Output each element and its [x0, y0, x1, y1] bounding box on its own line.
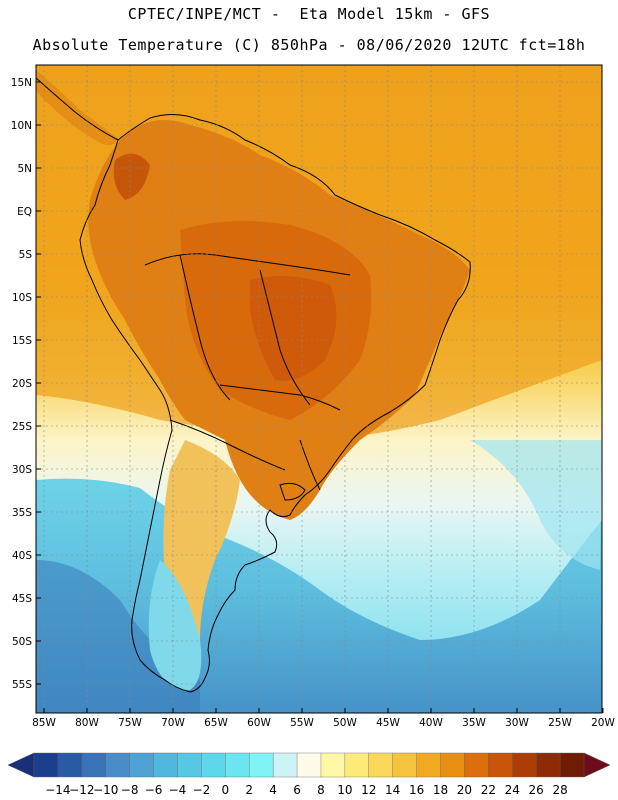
colorbar-high-arrow — [583, 752, 611, 778]
map-title: CPTEC/INPE/MCT - Eta Model 15km - GFS — [127, 5, 491, 23]
colorbar-label: 20 — [457, 783, 472, 797]
colorbar-cell — [153, 752, 178, 778]
colorbar-cell — [296, 752, 322, 778]
colorbar-cell — [249, 752, 274, 778]
colorbar-label: −4 — [169, 783, 187, 797]
colorbar-label: 6 — [293, 783, 301, 797]
colorbar-label: 24 — [505, 783, 520, 797]
colorbar-cell — [559, 752, 585, 778]
colorbar-label: 14 — [385, 783, 400, 797]
map-subtitle: Absolute Temperature (C) 850hPa - 08/06/… — [32, 36, 586, 54]
longitude-label: 45W — [376, 717, 400, 729]
colorbar-cell — [320, 752, 346, 778]
colorbar-label: −8 — [121, 783, 139, 797]
colorbar-label: 12 — [361, 783, 376, 797]
colorbar-label: 18 — [433, 783, 448, 797]
graticule — [36, 65, 602, 713]
longitude-label: 75W — [118, 717, 142, 729]
colorbar-label: 28 — [552, 783, 567, 797]
colorbar-cell — [57, 752, 83, 778]
latitude-label: 10S — [12, 292, 32, 304]
latitude-label: EQ — [17, 206, 32, 218]
latitude-label: 25S — [12, 421, 32, 433]
longitude-label: 60W — [247, 717, 271, 729]
colorbar-cell — [512, 752, 537, 778]
latitude-label: 20S — [12, 378, 32, 390]
latitude-labels: 15N 10N 5N EQ 5S 10S 15S 20S 25S 30S 35S 40S 45S 50S 5… — [11, 77, 41, 691]
longitude-label: 40W — [419, 717, 443, 729]
longitude-label: 30W — [505, 717, 529, 729]
latitude-label: 55S — [12, 679, 32, 691]
latitude-label: 35S — [12, 507, 32, 519]
latitude-label: 15S — [12, 335, 32, 347]
colorbar-label: −14 — [45, 783, 70, 797]
plot-frame — [35, 64, 603, 714]
longitude-label: 70W — [161, 717, 185, 729]
colorbar-label: −6 — [145, 783, 163, 797]
latitude-label: 15N — [11, 77, 32, 89]
colorbar-cell — [535, 752, 561, 778]
latitude-label: 5S — [19, 249, 33, 261]
coastlines — [35, 77, 471, 693]
colorbar-cell — [201, 752, 226, 778]
colorbar-cell — [344, 752, 370, 778]
latitude-label: 30S — [12, 464, 32, 476]
colorbar-cell — [416, 752, 442, 778]
colorbar-cell — [440, 752, 465, 778]
colorbar-label: 22 — [481, 783, 496, 797]
colorbar-cell — [129, 752, 155, 778]
colorbar-low-arrow — [7, 752, 35, 778]
colorbar-label: −12 — [69, 783, 94, 797]
colorbar-label: −10 — [93, 783, 118, 797]
longitude-label: 25W — [548, 717, 572, 729]
colorbar-cell — [33, 752, 59, 778]
colorbar: −14−12−10 −8 −6 −4 −2 0 2 4 6 8 10 12 14 16 18 20 22 24 26… — [7, 752, 611, 797]
colorbar-label: 10 — [337, 783, 352, 797]
temperature-field — [36, 65, 602, 713]
colorbar-cell — [488, 752, 513, 778]
colorbar-label: −2 — [193, 783, 211, 797]
temperature-map: 15N 10N 5N EQ 5S 10S 15S 20S 25S 30S 35S 40S 45S 50S 5… — [11, 64, 615, 729]
colorbar-label: 16 — [409, 783, 424, 797]
longitude-label: 35W — [462, 717, 486, 729]
colorbar-cell — [105, 752, 131, 778]
colorbar-label: 2 — [245, 783, 253, 797]
colorbar-cell — [368, 752, 394, 778]
longitude-label: 20W — [591, 717, 615, 729]
longitude-label: 50W — [333, 717, 357, 729]
longitude-label: 85W — [32, 717, 56, 729]
colorbar-cell — [272, 752, 298, 778]
colorbar-cell — [225, 752, 250, 778]
colorbar-cell — [392, 752, 418, 778]
colorbar-cell — [464, 752, 489, 778]
colorbar-cell — [177, 752, 202, 778]
latitude-label: 5N — [17, 163, 32, 175]
latitude-label: 40S — [12, 550, 32, 562]
latitude-label: 50S — [12, 636, 32, 648]
colorbar-label: 26 — [529, 783, 544, 797]
longitude-label: 55W — [290, 717, 314, 729]
latitude-label: 10N — [11, 120, 32, 132]
longitude-labels: 85W 80W 75W 70W 65W 60W 55W 50W 45W 40W 35W 30W 25W 2… — [32, 708, 615, 729]
colorbar-label: 4 — [269, 783, 277, 797]
latitude-label: 45S — [12, 593, 32, 605]
longitude-label: 65W — [204, 717, 228, 729]
colorbar-cell — [81, 752, 107, 778]
colorbar-label: 8 — [317, 783, 325, 797]
colorbar-label: 0 — [221, 783, 229, 797]
longitude-label: 80W — [75, 717, 99, 729]
